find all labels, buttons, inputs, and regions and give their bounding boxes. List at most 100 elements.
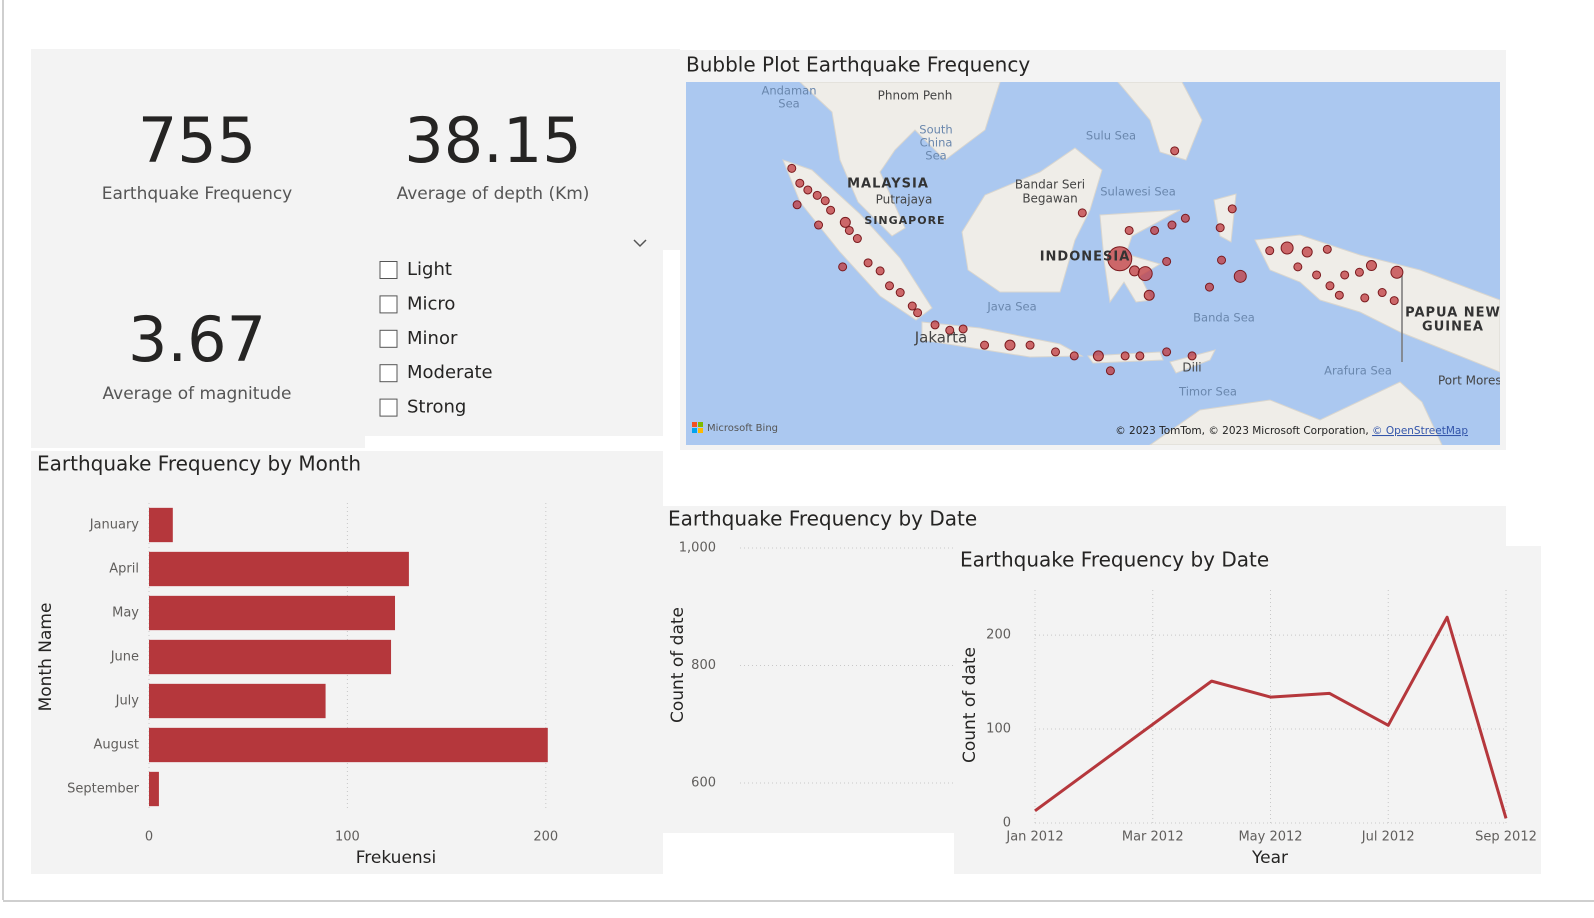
bubble [1280,241,1294,255]
bubble [795,178,805,188]
bubble [1204,282,1214,292]
checkbox[interactable] [379,398,398,417]
x-axis-title: Year [1251,848,1288,868]
bubble [1354,267,1364,277]
map-label: Andaman [761,84,816,98]
bubble [1389,296,1399,306]
logo [698,422,703,427]
map-label: Sea [925,149,946,163]
map-label: Sulu Sea [1086,129,1136,143]
map-label: Bandar Seri [1015,178,1085,192]
bubble [1334,290,1344,300]
bubble [1301,246,1313,258]
map-label: Java Sea [986,300,1036,314]
x-tick-label: Mar 2012 [1122,830,1184,845]
land [1149,381,1443,445]
bubble [1360,293,1370,303]
bar [149,595,396,631]
attribution-link[interactable]: © OpenStreetMap [1372,425,1468,437]
bubble [844,225,854,235]
gap [365,436,680,451]
bubble [1390,265,1404,279]
map-label: INDONESIA [1040,250,1131,265]
bubble [1107,246,1133,272]
bar [149,727,548,763]
x-tick-label: 0 [145,830,153,845]
bubble [1077,208,1087,218]
bubble [1365,260,1377,272]
bubble [1180,213,1190,223]
bubble [852,234,862,244]
checkbox[interactable] [379,329,398,348]
y-tick-label: June [110,650,139,665]
land [1099,209,1181,304]
line-panel [954,546,1541,874]
bubble [913,308,923,318]
slicer-option[interactable]: Minor [407,328,458,349]
y-tick-label: July [115,694,140,709]
checkbox[interactable] [379,295,398,314]
bubble [1322,244,1332,254]
bar [149,551,409,587]
x-tick-label: Jul 2012 [1361,830,1415,845]
bubble [1162,347,1172,357]
y-tick-label: 100 [986,722,1011,737]
map-label: GUINEA [1422,320,1484,335]
logo [692,428,697,433]
bar [149,771,159,807]
y-tick-label: January [89,518,140,533]
cards-panel [31,49,680,448]
map-label: Banda Sea [1193,311,1255,325]
y-axis-title: Month Name [36,603,56,712]
bubble [1187,351,1197,361]
slicer-option[interactable]: Micro [407,293,455,314]
map-label: Jakarta [914,329,967,347]
logo [692,422,697,427]
slicer-option[interactable]: Light [407,259,452,280]
bubble [787,163,797,173]
y-axis-title: Count of date [960,647,980,763]
map-logo: Microsoft Bing [707,423,778,434]
bubble [1105,366,1115,376]
y-tick-label: April [109,562,139,577]
map-label: South [919,123,952,137]
card-label: Earthquake Frequency [102,184,293,204]
bubble [803,185,813,195]
bubble [1137,266,1153,282]
bubble [1150,225,1160,235]
bubble [839,216,851,228]
y-tick-label: August [94,738,140,753]
bubble [895,288,905,298]
card-value: 38.15 [404,104,582,177]
map-label: China [920,136,953,150]
land [1254,234,1500,373]
map-label: Sea [778,97,799,111]
logo [698,428,703,433]
cards: 755 Earthquake Frequency 38.15 Average o… [102,104,590,404]
bubble [1143,289,1155,301]
bubble [907,301,917,311]
map-title: Bubble Plot Earthquake Frequency [686,53,1030,77]
bubble [1162,256,1172,266]
slicer: Light Micro Minor Moderate Strong [379,259,493,418]
bubble [792,200,802,210]
land [961,147,1103,293]
bubble [826,205,836,215]
slicer-option[interactable]: Moderate [407,362,493,383]
land [799,82,1001,237]
map-label: Putrajaya [876,193,933,207]
line [1034,615,1508,819]
x-axis-title: Frekuensi [356,848,437,868]
bubble [1293,262,1303,272]
card-value: 755 [138,104,256,177]
bubble [1340,270,1350,280]
checkbox[interactable] [379,364,398,383]
y-tick-label: 600 [691,776,716,791]
dropdown-chevron[interactable] [633,239,647,248]
bubble [885,281,894,291]
checkbox[interactable] [379,261,398,279]
x-tick-label: Jan 2012 [1005,830,1063,845]
slicer-option[interactable]: Strong [407,397,466,418]
card-label: Average of depth (Km) [397,184,590,204]
